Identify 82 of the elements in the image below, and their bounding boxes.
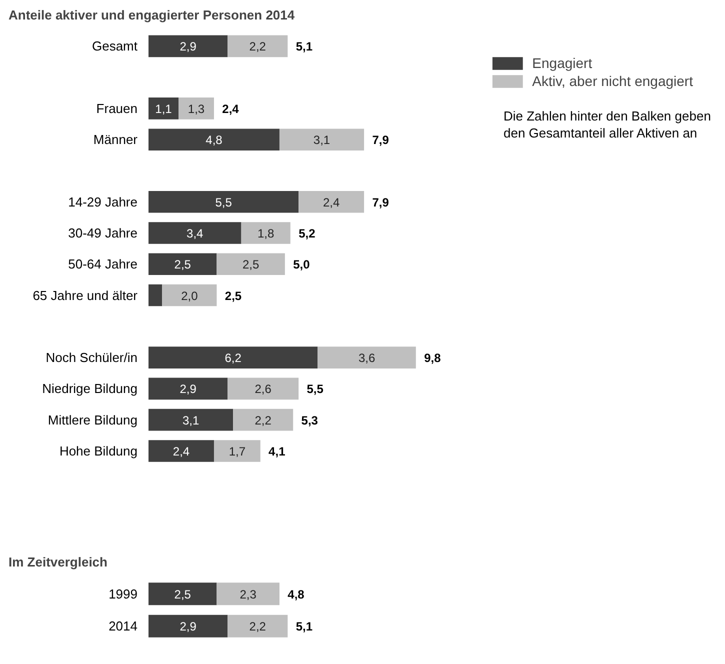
bar <box>233 408 294 431</box>
data-label: 2,9 <box>180 620 197 634</box>
data-label: 2,2 <box>249 620 266 634</box>
data-label: 2,9 <box>180 382 197 396</box>
legend-label: Aktiv, aber nicht engagiert <box>532 73 693 89</box>
y-tick-label: 30-49 Jahre <box>68 226 138 241</box>
data-label: 2,3 <box>240 587 257 602</box>
bar <box>318 346 416 368</box>
bar <box>279 128 364 150</box>
bar <box>228 614 288 638</box>
bar <box>148 408 234 431</box>
total-label: 7,9 <box>372 133 390 148</box>
data-label: 2,5 <box>174 587 192 602</box>
bar <box>148 35 228 58</box>
bar <box>148 346 318 368</box>
chart-title: Im Zeitvergleich <box>8 554 108 570</box>
bar <box>241 222 290 244</box>
bar <box>228 35 288 58</box>
bar <box>216 582 280 606</box>
data-label: 1,1 <box>155 102 172 116</box>
data-label: 3,4 <box>186 226 204 241</box>
total-label: 2,4 <box>222 102 240 116</box>
total-label: 5,2 <box>298 226 316 241</box>
bar <box>178 98 214 120</box>
y-tick-label: Noch Schüler/in <box>46 350 138 366</box>
bar <box>228 378 299 400</box>
total-label: 2,5 <box>224 288 242 303</box>
bar <box>148 614 228 638</box>
bar <box>162 284 217 306</box>
y-tick-label: Mittlere Bildung <box>48 412 138 428</box>
data-label: 1,7 <box>228 444 246 458</box>
chart-title: Anteile aktiver und engagierter Personen 2014 <box>8 8 296 22</box>
total-label: 7,9 <box>372 195 390 210</box>
data-label: 6,2 <box>224 351 242 366</box>
total-label: 5,0 <box>293 258 310 272</box>
data-label: 1,8 <box>257 226 274 241</box>
bar <box>216 253 285 276</box>
total-label: 5,1 <box>296 40 313 54</box>
bar <box>148 440 214 462</box>
text: Die Zahlen hinter den Balken geben den Gesamtanteil aller Aktiven an <box>504 108 711 140</box>
y-tick-label: Niedrige Bildung <box>42 381 138 396</box>
bar <box>148 222 242 244</box>
data-label: 2,2 <box>249 40 266 54</box>
y-tick-label: 1999 <box>108 586 138 602</box>
data-label: 2,5 <box>242 258 260 272</box>
data-label: 2,6 <box>254 382 272 396</box>
total-label: 4,1 <box>268 444 286 458</box>
data-label: 3,1 <box>182 413 200 428</box>
data-label: 4,8 <box>206 133 223 148</box>
bar <box>148 582 217 606</box>
total-label: 9,8 <box>424 351 442 366</box>
legend-label: Engagiert <box>532 55 592 71</box>
y-tick-label: 65 Jahre und älter <box>32 288 138 303</box>
bar <box>148 190 299 213</box>
data-label: 3,1 <box>313 133 330 148</box>
bar <box>148 378 228 400</box>
y-tick-label: 50-64 Jahre <box>68 256 138 272</box>
y-tick-label: Männer <box>93 132 138 148</box>
data-label: 2,4 <box>172 444 190 458</box>
data-label: 2,0 <box>181 288 198 303</box>
bar <box>148 128 280 150</box>
data-label: 2,9 <box>180 40 197 54</box>
data-label: 2,5 <box>174 258 192 272</box>
bar <box>148 98 179 120</box>
y-tick-label: 14-29 Jahre <box>68 194 138 210</box>
y-tick-label: 2014 <box>108 618 138 634</box>
total-label: 5,5 <box>306 382 324 396</box>
total-label: 4,8 <box>288 587 305 602</box>
data-label: 2,4 <box>322 195 340 210</box>
bar <box>298 190 364 213</box>
data-label: 3,6 <box>358 351 376 366</box>
data-label: 1,3 <box>188 102 205 116</box>
y-tick-label: Frauen <box>96 100 138 116</box>
y-tick-label: Gesamt <box>92 38 138 54</box>
data-label: 2,2 <box>254 413 272 428</box>
bar <box>214 440 260 462</box>
bar <box>148 284 162 306</box>
data-label: 5,5 <box>215 195 232 210</box>
total-label: 5,1 <box>296 620 313 634</box>
bar <box>148 253 217 276</box>
y-tick-label: Hohe Bildung <box>59 443 138 458</box>
total-label: 5,3 <box>301 413 318 428</box>
